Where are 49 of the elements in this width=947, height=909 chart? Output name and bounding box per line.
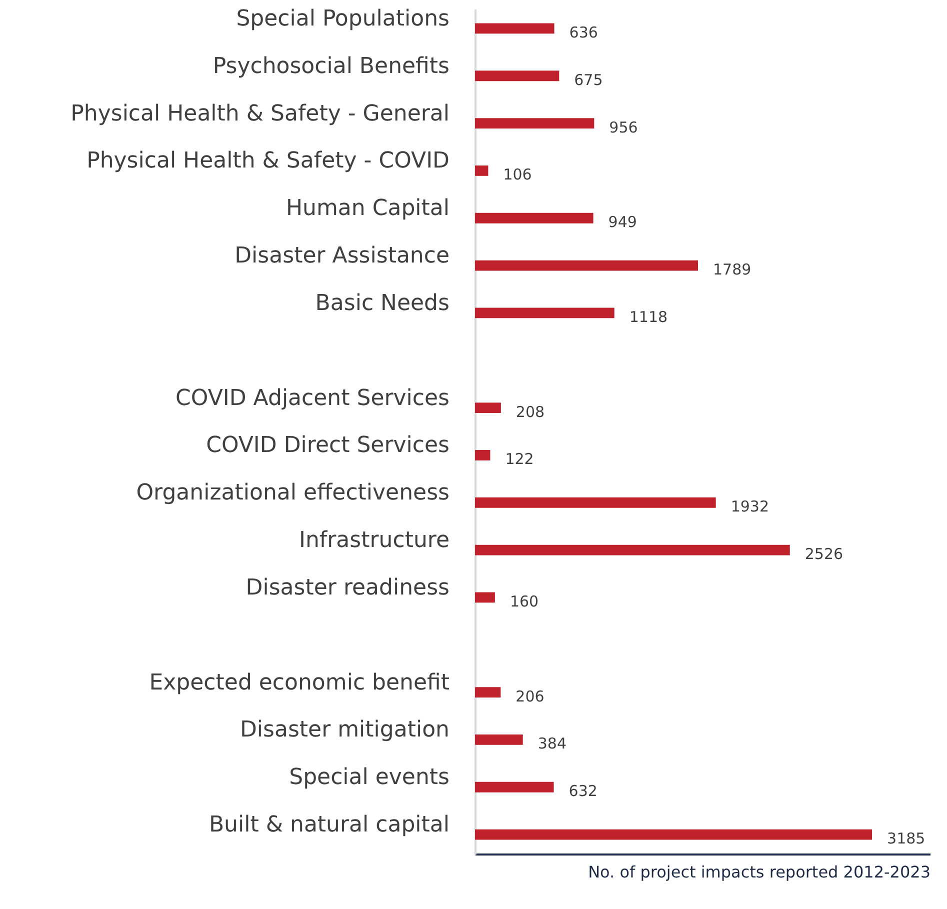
bar	[475, 260, 698, 271]
y-tick-label: COVID Direct Services	[206, 433, 450, 458]
data-label: 106	[503, 166, 532, 184]
y-tick-label: Disaster readiness	[246, 575, 450, 600]
y-tick-label: Disaster mitigation	[240, 718, 450, 743]
y-tick-label: Infrastructure	[298, 528, 450, 554]
data-label: 949	[608, 213, 637, 232]
bar	[475, 165, 488, 176]
x-axis-title: No. of project impacts reported 2012-2023	[588, 862, 930, 882]
y-tick-label: Psychosocial Benefits	[212, 54, 450, 79]
data-label: 1932	[730, 498, 770, 516]
y-tick-label: Physical Health & Safety - General	[70, 101, 450, 126]
bar	[475, 782, 554, 792]
data-label: 636	[569, 23, 598, 42]
bar	[475, 734, 523, 745]
bar	[475, 829, 872, 840]
y-tick-label: Organizational effectiveness	[136, 480, 450, 506]
bar	[475, 70, 560, 82]
y-tick-label: COVID Adjacent Services	[176, 386, 450, 411]
bar	[475, 592, 495, 603]
data-label: 1789	[713, 260, 752, 279]
data-label: 1118	[629, 308, 668, 326]
y-tick-label: Basic Needs	[315, 290, 450, 316]
y-tick-label: Built & natural capital	[208, 812, 450, 838]
data-label: 206	[516, 687, 544, 706]
y-tick-label: Special events	[289, 765, 450, 790]
data-label: 208	[516, 402, 545, 421]
y-tick-label: Special Populations	[236, 6, 450, 32]
bar	[475, 544, 790, 556]
y-tick-label: Disaster Assistance	[234, 244, 450, 269]
data-label: 956	[609, 118, 638, 136]
data-label: 3185	[887, 830, 926, 848]
y-tick-label: Human Capital	[286, 196, 450, 222]
bar	[475, 497, 716, 508]
data-label: 384	[538, 734, 567, 753]
data-label: 122	[505, 450, 534, 468]
bar	[475, 118, 594, 128]
bar	[475, 402, 501, 414]
data-label: 160	[510, 592, 539, 610]
data-label: 2526	[804, 545, 844, 564]
bar	[475, 23, 554, 34]
y-tick-label: Expected economic benefit	[149, 670, 450, 696]
bar	[475, 308, 614, 318]
bar	[475, 450, 490, 460]
bar	[475, 687, 501, 698]
bar	[475, 212, 594, 224]
data-label: 632	[568, 782, 598, 800]
data-label: 675	[574, 70, 603, 89]
y-tick-label: Physical Health & Safety - COVID	[86, 148, 450, 174]
